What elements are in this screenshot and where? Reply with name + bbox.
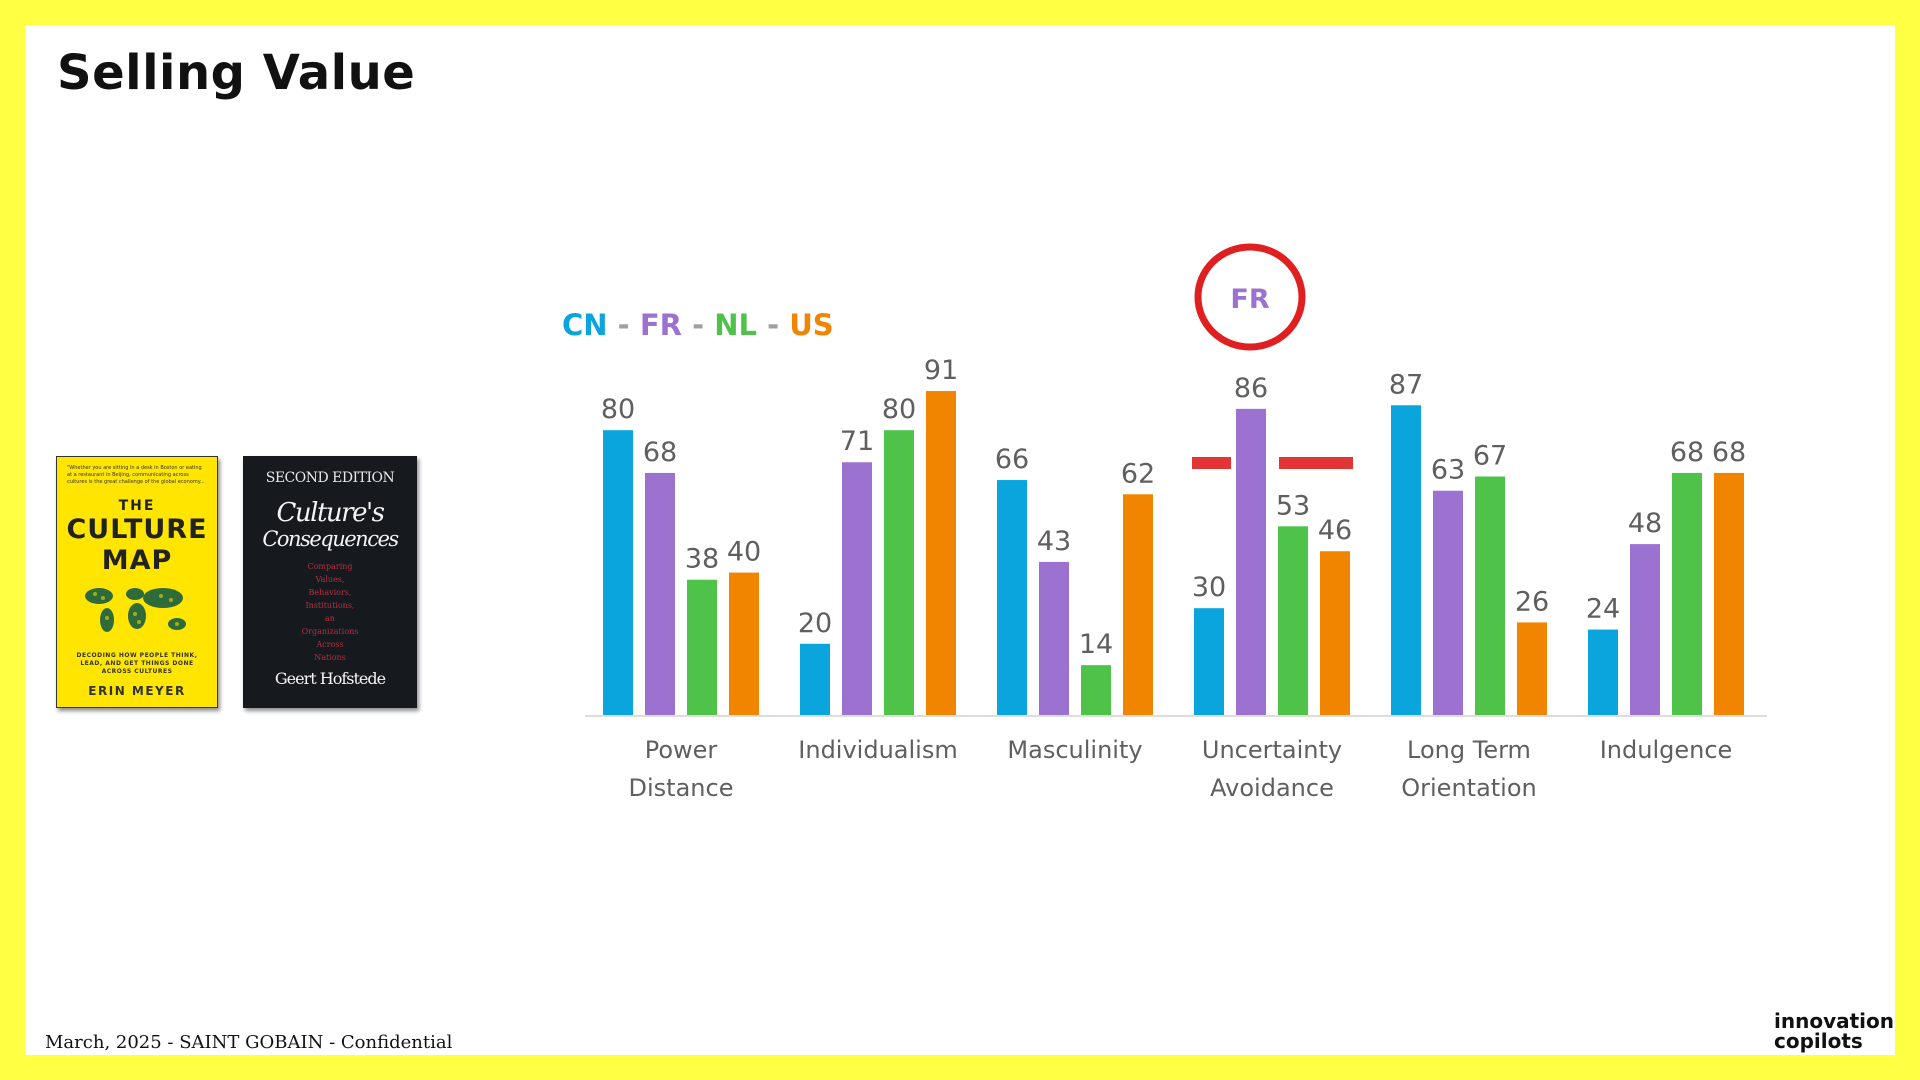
category-label-2: Masculinity xyxy=(1007,736,1142,764)
category-label-5: Indulgence xyxy=(1600,736,1733,764)
bar-nl-1 xyxy=(884,430,914,715)
book-subtitle-line: an xyxy=(325,614,335,623)
culture-dimensions-bar-chart: 80 68 38 40 20 71 80 91 66 43 14 62 30 86 53 46 87 63 67 26… xyxy=(585,243,1767,802)
bar-fr-5 xyxy=(1630,544,1660,715)
book-subtitle-line: Institutions, xyxy=(305,601,355,610)
book-subtitle-line: Organizations xyxy=(301,627,359,636)
bar-cn-5 xyxy=(1588,629,1618,715)
value-label-cn-5: 24 xyxy=(1586,594,1620,625)
value-label-fr-3: 86 xyxy=(1234,373,1268,404)
value-label-cn-0: 80 xyxy=(601,394,635,425)
value-label-fr-2: 43 xyxy=(1037,526,1071,557)
legend-item-nl: NL xyxy=(714,308,757,342)
bar-nl-4 xyxy=(1475,476,1505,715)
legend-item-fr: FR xyxy=(639,308,682,342)
bar-fr-0 xyxy=(645,472,675,715)
value-label-fr-0: 68 xyxy=(643,437,677,468)
slide: Selling Value "Whether you are sitting i… xyxy=(25,25,1895,1055)
value-label-us-3: 46 xyxy=(1318,515,1352,546)
book-edition: SECOND EDITION xyxy=(265,470,395,486)
category-label-0: Distance xyxy=(629,774,734,802)
bar-us-3 xyxy=(1320,551,1350,715)
category-label-1: Individualism xyxy=(798,736,957,764)
book-subtitle: DECODING HOW PEOPLE THINK, LEAD, AND GET… xyxy=(76,652,198,675)
legend-separator: - xyxy=(617,308,630,342)
bar-nl-2 xyxy=(1081,665,1111,715)
legend-item-us: US xyxy=(789,308,834,342)
bar-us-2 xyxy=(1123,494,1153,715)
book-title-line1: CULTURE xyxy=(66,514,208,545)
value-label-us-2: 62 xyxy=(1121,458,1155,489)
footer-text: March, 2025 - SAINT GOBAIN - Confidentia… xyxy=(45,1032,453,1053)
value-label-fr-1: 71 xyxy=(840,426,874,457)
book-subtitle-line: Behaviors, xyxy=(308,588,352,597)
bar-fr-2 xyxy=(1039,561,1069,715)
world-map-icon xyxy=(85,588,186,632)
book-title-line2: MAP xyxy=(101,545,173,576)
bar-cn-1 xyxy=(800,643,830,715)
brand-line1: innovation xyxy=(1774,1009,1894,1033)
value-label-fr-5: 48 xyxy=(1628,508,1662,539)
value-label-nl-2: 14 xyxy=(1079,629,1113,660)
highlight-circle xyxy=(1194,243,1306,351)
value-label-nl-4: 67 xyxy=(1473,440,1507,471)
category-label-4: Orientation xyxy=(1401,774,1537,802)
value-label-fr-4: 63 xyxy=(1431,455,1465,486)
value-label-nl-1: 80 xyxy=(882,394,916,425)
chart-legend: CN - FR - NL - US xyxy=(562,308,834,342)
bar-cn-4 xyxy=(1391,405,1421,715)
legend-separator: - xyxy=(767,308,780,342)
bar-cn-0 xyxy=(603,430,633,715)
bar-nl-0 xyxy=(687,579,717,715)
book-title-the: THE xyxy=(118,498,156,514)
bar-cn-3 xyxy=(1194,608,1224,715)
bar-us-0 xyxy=(729,572,759,715)
brand-line2: copilots xyxy=(1774,1029,1863,1053)
value-label-us-1: 91 xyxy=(924,355,958,386)
bar-us-1 xyxy=(926,391,956,715)
book-subtitle-line: Nations xyxy=(314,653,346,662)
value-label-us-0: 40 xyxy=(727,537,761,568)
book-subtitle-line: Values, xyxy=(315,575,345,584)
culture-map-book-cover: "Whether you are sitting in a desk in Bo… xyxy=(56,456,218,708)
book-title-line2: Consequences xyxy=(262,527,399,551)
highlight-label: FR xyxy=(1230,284,1269,315)
bar-cn-2 xyxy=(997,480,1027,715)
category-label-4: Long Term xyxy=(1407,736,1531,764)
book-subtitle: Comparing Values, Behaviors, Institution… xyxy=(243,560,417,664)
book-author: ERIN MEYER xyxy=(88,684,186,698)
book-subtitle-line: Across xyxy=(316,640,344,649)
bar-nl-3 xyxy=(1278,526,1308,715)
book-subtitle-line: Comparing xyxy=(307,562,353,571)
bar-fr-4 xyxy=(1433,490,1463,715)
category-label-3: Uncertainty xyxy=(1202,736,1342,764)
bar-nl-5 xyxy=(1672,472,1702,715)
brand-logo: innovation copilots xyxy=(1774,1011,1894,1051)
value-label-nl-0: 38 xyxy=(685,544,719,575)
bar-us-4 xyxy=(1517,622,1547,715)
value-label-cn-1: 20 xyxy=(798,608,832,639)
value-label-nl-5: 68 xyxy=(1670,437,1704,468)
bar-fr-3 xyxy=(1236,408,1266,715)
value-label-us-4: 26 xyxy=(1515,586,1549,617)
fr-highlight-annotation: FR xyxy=(1192,243,1353,469)
book-author: Geert Hofstede xyxy=(274,669,386,688)
book-blurb: "Whether you are sitting in a desk in Bo… xyxy=(67,465,205,485)
legend-separator: - xyxy=(692,308,705,342)
slide-title: Selling Value xyxy=(57,45,416,101)
legend-item-cn: CN xyxy=(562,308,608,342)
category-label-3: Avoidance xyxy=(1210,774,1334,802)
value-label-cn-2: 66 xyxy=(995,444,1029,475)
book-title-line1: Culture's xyxy=(276,498,385,528)
category-label-0: Power xyxy=(645,736,718,764)
value-label-us-5: 68 xyxy=(1712,437,1746,468)
cultures-consequences-book-cover: SECOND EDITION Culture's Consequences Co… xyxy=(243,456,417,708)
bar-us-5 xyxy=(1714,472,1744,715)
value-label-cn-4: 87 xyxy=(1389,369,1423,400)
value-label-nl-3: 53 xyxy=(1276,490,1310,521)
value-label-cn-3: 30 xyxy=(1192,572,1226,603)
bar-fr-1 xyxy=(842,462,872,715)
